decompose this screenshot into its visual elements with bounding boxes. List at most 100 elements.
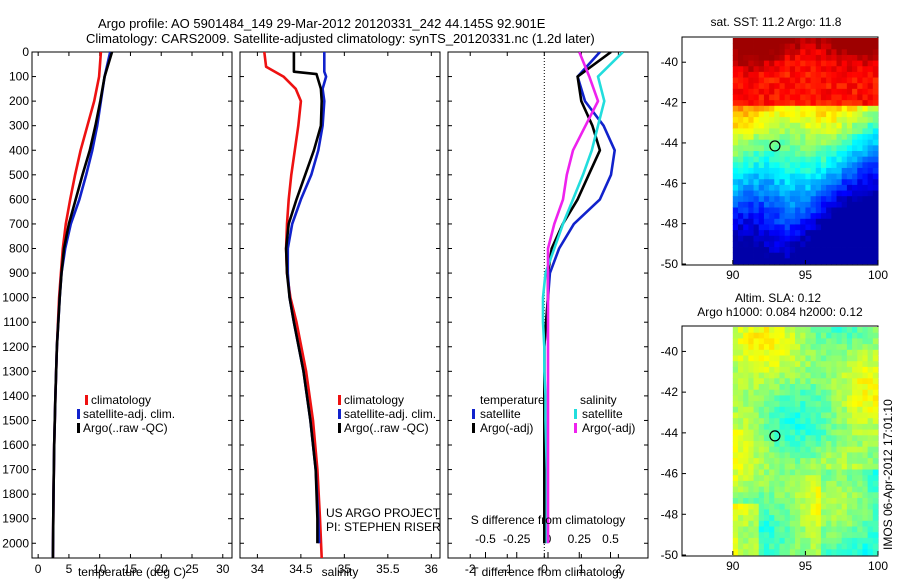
heatmap-cell	[743, 190, 749, 197]
heatmap-cell	[758, 389, 765, 396]
heatmap-cell	[867, 469, 874, 476]
heatmap-cell	[862, 213, 869, 220]
heatmap-cell	[831, 503, 837, 510]
heatmap-cell	[738, 241, 744, 248]
heatmap-cell	[867, 66, 874, 73]
heatmap-cell	[738, 389, 744, 396]
heatmap-cell	[857, 77, 863, 84]
heatmap-cell	[826, 549, 832, 556]
heatmap-cell	[846, 537, 853, 544]
heatmap-cell	[810, 247, 817, 254]
heatmap-cell	[789, 338, 796, 345]
heatmap-cell	[758, 372, 765, 379]
heatmap-cell	[872, 418, 879, 425]
heatmap-cell	[800, 389, 806, 396]
heatmap-cell	[748, 60, 754, 67]
heatmap-cell	[758, 88, 765, 95]
heatmap-cell	[810, 105, 817, 112]
heatmap-cell	[862, 526, 869, 533]
heatmap-cell	[753, 49, 760, 56]
heatmap-cell	[846, 349, 853, 356]
heatmap-cell	[748, 332, 754, 339]
heatmap-cell	[758, 543, 765, 550]
heatmap-cell	[815, 38, 822, 45]
heatmap-cell	[872, 543, 879, 550]
y-tick-label: 2000	[2, 536, 29, 550]
heatmap-cell	[872, 145, 879, 152]
heatmap-cell	[872, 520, 879, 527]
heatmap-cell	[820, 184, 827, 191]
heatmap-cell	[774, 190, 780, 197]
heatmap-cell	[862, 338, 869, 345]
heatmap-cell	[867, 201, 874, 208]
heatmap-cell	[862, 509, 869, 516]
heatmap-cell	[805, 412, 811, 419]
temperature-plot: 0100200300400500600700800900100011001200…	[2, 45, 232, 576]
heatmap-cell	[836, 355, 843, 362]
heatmap-cell	[738, 532, 744, 539]
heatmap-cell	[831, 332, 837, 339]
heatmap-cell	[738, 201, 744, 208]
heatmap-cell	[789, 151, 796, 158]
heatmap-cell	[800, 543, 806, 550]
legend-swatch-argo	[77, 423, 80, 433]
heatmap-cell	[748, 526, 754, 533]
heatmap-cell	[795, 355, 801, 362]
heatmap-cell	[841, 498, 848, 505]
heatmap-cell	[738, 122, 744, 129]
heatmap-cell	[748, 520, 754, 527]
timestamp-stamp: IMOS 06-Apr-2012 17:01:10	[881, 399, 895, 550]
heatmap-cell	[763, 372, 770, 379]
heatmap-cell	[789, 486, 796, 493]
heatmap-cell	[753, 156, 760, 163]
heatmap-cell	[774, 349, 780, 356]
heatmap-cell	[826, 184, 832, 191]
heatmap-cell	[774, 406, 780, 413]
heatmap-cell	[826, 355, 832, 362]
heatmap-cell	[758, 173, 765, 180]
heatmap-cell	[820, 401, 827, 408]
heatmap-cell	[815, 145, 822, 152]
heatmap-cell	[820, 378, 827, 385]
heatmap-cell	[815, 435, 822, 442]
heatmap-cell	[753, 196, 760, 203]
heatmap-cell	[758, 218, 765, 225]
heatmap-cell	[831, 344, 837, 351]
heatmap-cell	[815, 230, 822, 237]
heatmap-cell	[805, 498, 811, 505]
heatmap-cell	[820, 247, 827, 254]
heatmap-cell	[763, 83, 770, 90]
heatmap-cell	[779, 549, 786, 556]
map-x-tick-label: 100	[868, 268, 888, 282]
heatmap-cell	[820, 446, 827, 453]
heatmap-cell	[784, 190, 791, 197]
heatmap-cell	[774, 224, 780, 231]
heatmap-cell	[789, 475, 796, 482]
heatmap-cell	[800, 145, 806, 152]
heatmap-cell	[795, 145, 801, 152]
heatmap-cell	[852, 492, 858, 499]
heatmap-cell	[810, 151, 817, 158]
heatmap-cell	[852, 401, 858, 408]
heatmap-cell	[779, 213, 786, 220]
heatmap-cell	[748, 122, 754, 129]
heatmap-cell	[805, 111, 811, 118]
heatmap-cell	[841, 395, 848, 402]
heatmap-cell	[867, 71, 874, 78]
heatmap-cell	[862, 372, 869, 379]
heatmap-cell	[738, 83, 744, 90]
heatmap-cell	[852, 224, 858, 231]
heatmap-cell	[836, 406, 843, 413]
heatmap-cell	[789, 218, 796, 225]
heatmap-cell	[846, 435, 853, 442]
heatmap-cell	[774, 134, 780, 141]
heatmap-cell	[867, 520, 874, 527]
heatmap-cell	[779, 71, 786, 78]
heatmap-cell	[836, 344, 843, 351]
heatmap-cell	[805, 520, 811, 527]
heatmap-cell	[857, 469, 863, 476]
heatmap-cell	[841, 532, 848, 539]
heatmap-cell	[852, 60, 858, 67]
heatmap-cell	[846, 395, 853, 402]
heatmap-cell	[748, 252, 754, 259]
